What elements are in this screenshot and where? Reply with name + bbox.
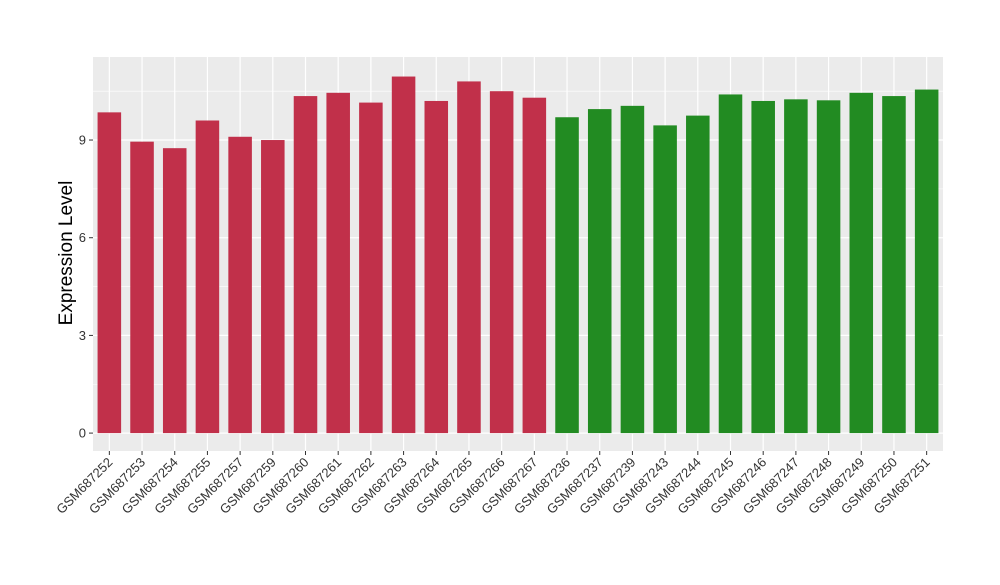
bar-GSM687260: [293, 96, 318, 434]
bar-GSM687243: [653, 125, 677, 434]
bar-GSM687237: [587, 109, 612, 434]
bar-GSM687263: [391, 76, 416, 434]
bar-GSM687246: [751, 100, 775, 434]
y-axis-ticks: 0 3 6 9: [79, 133, 93, 441]
bar-GSM687252: [97, 112, 122, 434]
bar-GSM687257: [228, 136, 252, 434]
x-axis-ticks: GSM687252GSM687253GSM687254GSM687255GSM6…: [53, 451, 933, 517]
y-tick-label: 6: [79, 230, 86, 245]
bar-GSM687264: [424, 100, 449, 434]
bar-GSM687251: [914, 89, 939, 434]
bar-GSM687248: [816, 100, 841, 434]
bar-GSM687262: [359, 102, 383, 434]
bar-GSM687267: [522, 97, 547, 434]
bar-GSM687261: [326, 92, 350, 434]
y-tick-label: 0: [79, 426, 86, 441]
bar-GSM687266: [489, 91, 514, 434]
bar-GSM687265: [457, 81, 481, 434]
bar-GSM687247: [784, 99, 808, 434]
plot-panel: [93, 57, 943, 451]
bar-GSM687255: [195, 120, 220, 434]
y-axis-label: Expression Level: [56, 181, 77, 326]
y-tick-label: 9: [79, 133, 86, 148]
bar-GSM687254: [162, 148, 187, 434]
y-tick-label: 3: [79, 328, 86, 343]
bar-GSM687253: [130, 141, 154, 434]
bar-GSM687236: [555, 117, 579, 434]
bar-GSM687249: [849, 92, 874, 434]
bar-GSM687250: [882, 96, 906, 434]
bar-GSM687259: [261, 140, 285, 434]
bar-GSM687244: [686, 115, 710, 434]
bars: [97, 76, 939, 434]
bar-GSM687239: [620, 105, 645, 434]
bar-GSM687245: [718, 94, 743, 434]
